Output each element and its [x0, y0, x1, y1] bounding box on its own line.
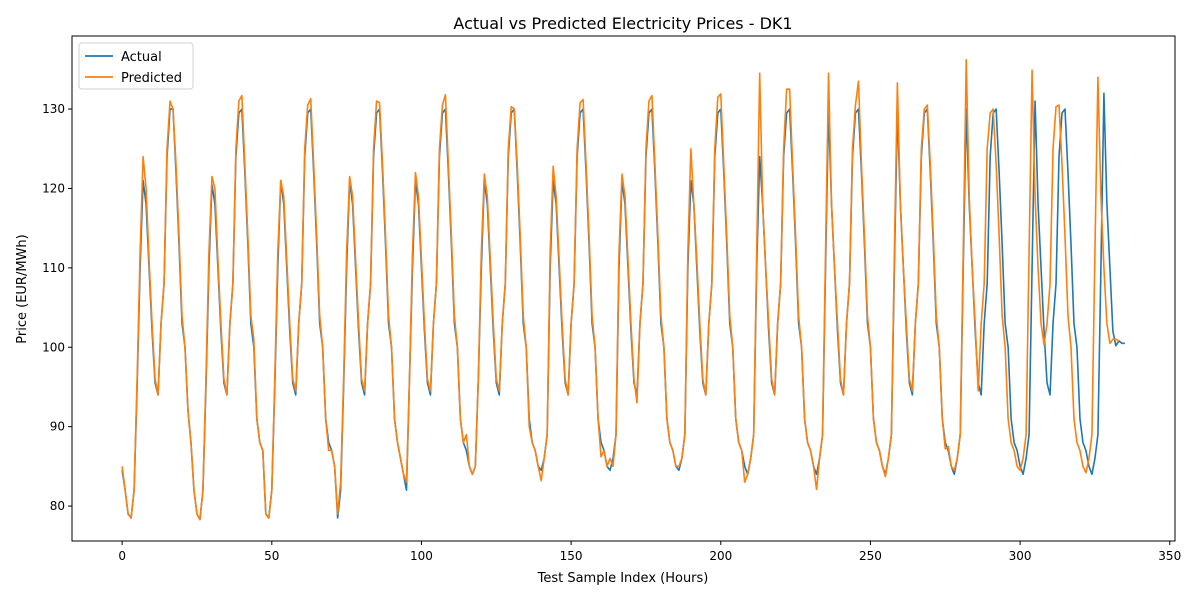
x-tick-label: 200 — [709, 549, 732, 563]
x-axis-label: Test Sample Index (Hours) — [537, 571, 709, 586]
x-tick-label: 50 — [264, 549, 279, 563]
y-tick-label: 90 — [50, 420, 65, 434]
y-tick-label: 130 — [42, 102, 65, 116]
x-tick-label: 300 — [1009, 549, 1032, 563]
plot-frame — [71, 35, 1176, 542]
y-tick-label: 120 — [42, 181, 65, 195]
x-tick-label: 0 — [118, 549, 126, 563]
x-tick-label: 250 — [859, 549, 882, 563]
x-tick-label: 100 — [410, 549, 433, 563]
y-tick-label: 110 — [42, 261, 65, 275]
legend-label: Predicted — [121, 71, 182, 86]
chart-title: Actual vs Predicted Electricity Prices -… — [453, 14, 792, 33]
legend-label: Actual — [121, 50, 162, 65]
y-tick-label: 80 — [50, 499, 65, 513]
y-tick-label: 100 — [42, 340, 65, 354]
series-line — [121, 59, 1120, 521]
y-axis-label: Price (EUR/MWh) — [15, 234, 30, 343]
x-tick-label: 150 — [560, 549, 583, 563]
x-tick-label: 350 — [1158, 549, 1181, 563]
